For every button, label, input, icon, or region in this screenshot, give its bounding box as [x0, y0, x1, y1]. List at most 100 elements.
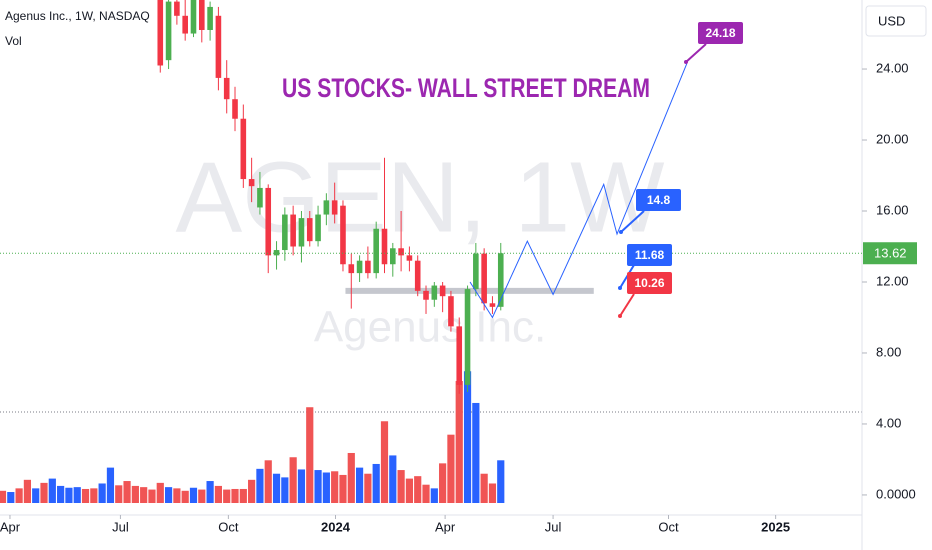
volume-bar — [198, 489, 206, 503]
x-tick-label: Oct — [218, 519, 239, 534]
candle-body — [340, 205, 346, 265]
candle-body — [232, 99, 238, 119]
target-dot — [618, 286, 622, 290]
volume-bar — [214, 485, 223, 503]
candle-body — [456, 326, 463, 385]
volume-bar — [389, 455, 397, 503]
candle-body — [431, 285, 438, 300]
candle-body — [306, 218, 313, 242]
candle-body — [190, 0, 197, 34]
candle-body — [157, 0, 164, 66]
volume-bar — [472, 402, 480, 503]
volume-bar — [40, 482, 48, 503]
candle-body — [356, 260, 363, 274]
volume-bar — [65, 487, 73, 503]
volume-bar — [272, 473, 281, 503]
candle-body — [439, 285, 446, 297]
volume-bar — [115, 485, 123, 503]
last-price-label: 13.62 — [874, 246, 907, 261]
volume-bar — [7, 492, 15, 503]
x-tick-label: 2025 — [761, 519, 790, 534]
volume-bar — [297, 469, 306, 503]
volume-bar — [372, 463, 380, 503]
symbol-header: Agenus Inc., 1W, NASDAQ — [5, 9, 150, 23]
volume-bar — [206, 481, 214, 503]
last-price-box — [863, 242, 917, 265]
volume-bar — [430, 488, 438, 503]
candle-body — [215, 15, 222, 78]
volume-label: Vol — [5, 34, 22, 48]
x-tick-label: Jul — [112, 519, 129, 534]
candle-body — [365, 260, 371, 274]
candle-body — [398, 248, 404, 256]
candle-body — [323, 200, 330, 215]
candle-body — [207, 6, 213, 30]
candle-body — [473, 253, 479, 290]
candle-body — [265, 187, 272, 256]
volume-bar — [90, 488, 98, 503]
volume-bar — [57, 485, 65, 503]
candle-body — [381, 228, 388, 265]
volume-bar — [463, 371, 472, 503]
target-label: 11.68 — [635, 248, 665, 262]
y-tick-label: 12.00 — [876, 273, 909, 288]
target-box — [627, 244, 672, 266]
y-tick-label: 0.0000 — [876, 486, 916, 501]
target-label: 24.18 — [705, 26, 735, 40]
volume-bar — [314, 470, 322, 503]
candle-body — [174, 1, 180, 16]
volume-bar — [156, 482, 164, 503]
x-tick-label: 2024 — [321, 519, 351, 534]
plot — [0, 0, 688, 503]
volume-bar — [397, 470, 405, 503]
volume-bar — [32, 488, 40, 503]
target-label: 10.26 — [634, 276, 664, 290]
volume-bar — [306, 407, 314, 503]
volume-bar — [439, 463, 447, 503]
target-box — [698, 22, 743, 44]
volume-bar — [239, 488, 247, 503]
candle-body — [389, 248, 396, 265]
x-tick-label: Apr — [0, 519, 21, 534]
candle-body — [464, 289, 471, 385]
volume-bar — [380, 421, 389, 503]
volume-bar — [248, 479, 256, 503]
x-tick-label: Jul — [545, 519, 562, 534]
target-dot — [618, 314, 622, 318]
volume-bar — [173, 488, 181, 503]
chart-title: US STOCKS- WALL STREET DREAM — [282, 73, 650, 103]
candle-body — [282, 214, 288, 251]
projection-line — [469, 63, 688, 319]
volume-bar — [339, 474, 347, 503]
target-pointer — [619, 293, 635, 317]
volume-bar — [189, 487, 198, 503]
volume-bar — [106, 467, 115, 503]
watermark-symbol: AGEN, 1W — [176, 141, 666, 253]
volume-bar — [455, 381, 463, 503]
volume-bar — [123, 481, 131, 503]
volume-bar — [231, 488, 239, 503]
volume-bar — [322, 472, 330, 503]
watermark-name: Agenus Inc. — [314, 303, 546, 352]
y-tick-label: 20.00 — [876, 131, 909, 146]
candle-body — [198, 0, 205, 30]
x-tick-label: Oct — [658, 519, 679, 534]
candle-body — [373, 228, 379, 274]
candle-body — [348, 264, 355, 274]
volume-bar — [48, 478, 56, 503]
target-box — [636, 189, 681, 211]
volume-bar — [414, 476, 422, 503]
currency-box[interactable] — [865, 5, 927, 37]
candle-body — [315, 214, 321, 242]
candle-body — [489, 303, 496, 307]
candle-body — [248, 179, 255, 187]
volume-bar — [131, 485, 139, 503]
candle-body — [240, 118, 247, 180]
candle-body — [298, 218, 305, 247]
volume-bar — [447, 434, 455, 503]
volume-bar — [364, 473, 372, 503]
y-tick-label: 8.00 — [876, 344, 901, 359]
y-tick-label: 24.00 — [876, 60, 909, 75]
volume-bar — [347, 452, 355, 503]
volume-bar — [480, 473, 488, 503]
